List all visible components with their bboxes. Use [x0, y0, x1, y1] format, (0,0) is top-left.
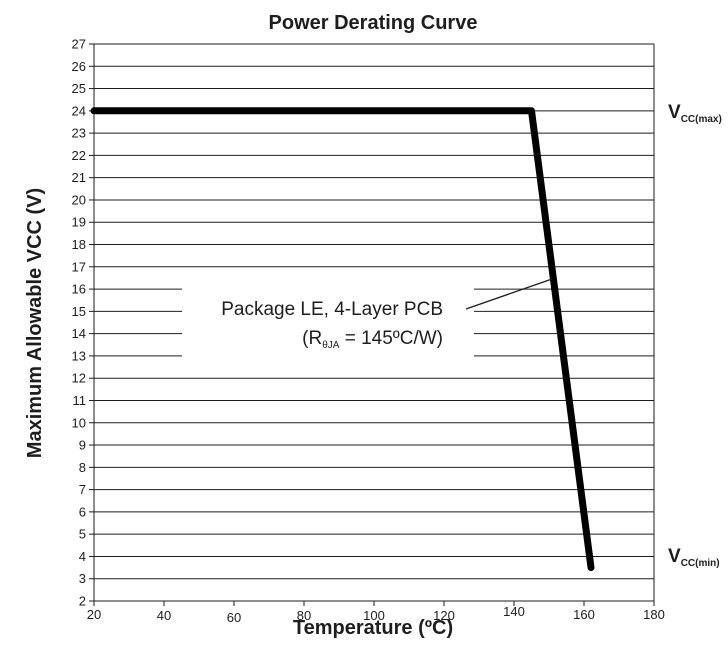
- y-tick-label: 9: [79, 438, 86, 453]
- vcc-min-label: VCC(min): [668, 546, 720, 569]
- y-tick-label: 7: [79, 482, 86, 497]
- x-tick-label: 60: [227, 610, 241, 625]
- annotation-r-suffix: = 145ºC/W): [339, 328, 443, 349]
- y-tick-label: 8: [79, 460, 86, 475]
- x-tick-label: 120: [433, 608, 455, 623]
- y-tick-label: 23: [72, 126, 86, 141]
- y-tick-label: 16: [72, 282, 86, 297]
- x-tick-label: 180: [643, 607, 665, 622]
- annotation-package-line1: Package LE, 4-Layer PCB: [221, 299, 443, 320]
- y-axis-label: Maximum Allowable VCC (V): [24, 188, 46, 458]
- y-tick-labels: 2345678910111213141516171819202122232425…: [72, 37, 94, 609]
- y-tick-label: 19: [72, 215, 86, 230]
- x-tick-label: 20: [87, 607, 101, 622]
- annotation-background: [182, 288, 474, 360]
- x-axis-label: Temperature (ºC): [293, 617, 453, 639]
- y-tick-label: 25: [72, 81, 86, 96]
- chart-title: Power Derating Curve: [269, 12, 478, 34]
- y-tick-label: 2: [79, 594, 86, 609]
- vcc-max-main: V: [668, 102, 681, 123]
- series: [90, 107, 595, 572]
- y-tick-label: 12: [72, 371, 86, 386]
- y-tick-label: 14: [72, 326, 86, 341]
- x-tick-label: 80: [297, 608, 311, 623]
- vcc-min-subscript: CC(min): [681, 558, 720, 569]
- y-tick-label: 22: [72, 148, 86, 163]
- x-tick-label: 40: [157, 608, 171, 623]
- vcc-min-main: V: [668, 546, 681, 567]
- y-tick-label: 3: [79, 571, 86, 586]
- annotation-r-prefix: (R: [302, 328, 322, 349]
- vcc-max-label: VCC(max): [668, 102, 722, 125]
- y-tick-label: 24: [72, 103, 86, 118]
- annotation-r-subscript: θJA: [322, 340, 340, 351]
- y-tick-label: 11: [73, 393, 87, 408]
- y-tick-label: 10: [72, 415, 86, 430]
- y-tick-label: 26: [72, 59, 86, 74]
- y-tick-label: 18: [72, 237, 86, 252]
- y-tick-label: 21: [72, 170, 86, 185]
- y-tick-label: 15: [72, 304, 86, 319]
- y-tick-label: 27: [72, 37, 86, 52]
- y-tick-label: 6: [79, 504, 86, 519]
- y-tick-label: 13: [72, 348, 86, 363]
- annotation-package-line2: (RθJA = 145ºC/W): [302, 328, 443, 351]
- x-tick-labels: 20 40 60 80 100 120 140 160 180: [87, 601, 665, 625]
- x-tick-label: 160: [573, 607, 595, 622]
- y-tick-label: 17: [72, 259, 86, 274]
- x-tick-label: 140: [503, 604, 525, 619]
- vcc-max-subscript: CC(max): [681, 114, 722, 125]
- y-tick-label: 5: [79, 527, 86, 542]
- x-tick-label: 100: [363, 608, 385, 623]
- y-tick-label: 4: [79, 549, 86, 564]
- y-tick-label: 20: [72, 192, 86, 207]
- series-line-0: [90, 107, 595, 572]
- annotation-leader-line: [465, 278, 553, 310]
